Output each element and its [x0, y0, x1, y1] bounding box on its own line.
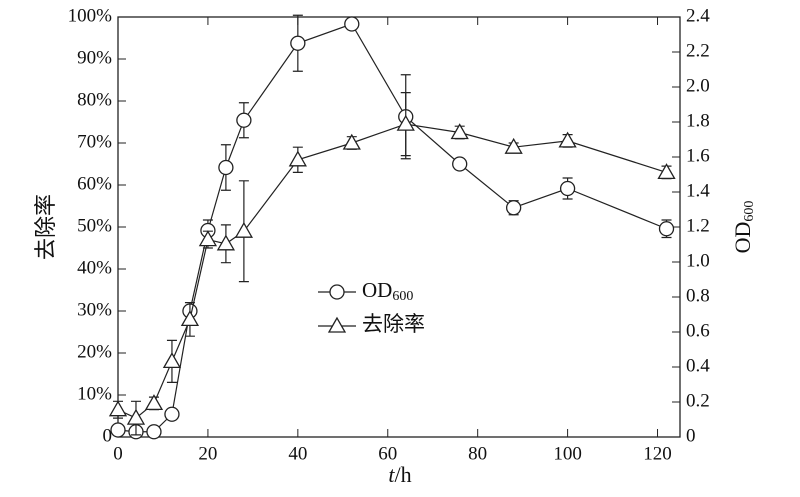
- y-axis-label: 去除率: [33, 194, 58, 260]
- data-point: [216, 234, 236, 251]
- data-point: [162, 352, 182, 369]
- data-point: [236, 112, 252, 128]
- legend-marker: [329, 284, 345, 300]
- x-tick-label: 20: [198, 443, 217, 464]
- y2-tick-label: 2.4: [686, 5, 710, 26]
- y2-tick-label: 1.4: [686, 180, 710, 201]
- x-tick-label: 40: [288, 443, 307, 464]
- legend-label: 去除率: [362, 312, 425, 336]
- series-line: [117, 123, 667, 419]
- y2-tick-label: 0.6: [686, 320, 710, 341]
- data-point: [144, 394, 164, 411]
- data-point: [108, 400, 128, 417]
- data-point: [110, 422, 126, 438]
- data-point: [146, 424, 162, 440]
- y-tick-label: 100%: [68, 5, 113, 26]
- data-point: [559, 180, 576, 197]
- y2-tick-label: 0.4: [686, 355, 710, 376]
- series-line: [117, 23, 667, 433]
- y-tick-label: 0: [103, 425, 113, 446]
- data-point: [558, 131, 577, 148]
- data-point: [450, 123, 469, 140]
- data-point: [288, 150, 307, 167]
- x-tick-label: 80: [468, 443, 487, 464]
- data-point: [198, 230, 218, 247]
- y2-tick-label: 2.2: [686, 40, 710, 61]
- data-point: [452, 156, 468, 172]
- data-point: [164, 406, 180, 422]
- y2-tick-label: 1.2: [686, 215, 710, 236]
- y-tick-label: 40%: [77, 257, 112, 278]
- y2-axis-label: OD600: [730, 201, 757, 254]
- data-point: [342, 133, 361, 150]
- data-point: [344, 16, 360, 32]
- y2-tick-label: 0.2: [686, 390, 710, 411]
- data-point: [658, 221, 675, 237]
- y-tick-label: 70%: [77, 131, 112, 152]
- y-tick-label: 60%: [77, 173, 112, 194]
- y-tick-label: 90%: [77, 47, 112, 68]
- y2-tick-label: 2.0: [686, 75, 710, 96]
- data-point: [218, 159, 234, 176]
- y2-tick-label: 1.0: [686, 250, 710, 271]
- data-point: [505, 200, 522, 216]
- data-point: [180, 310, 200, 327]
- y-tick-label: 20%: [77, 341, 112, 362]
- y-tick-label: 80%: [77, 89, 112, 110]
- y-tick-label: 50%: [77, 215, 112, 236]
- x-tick-label: 60: [378, 443, 397, 464]
- x-axis-label: t/h: [388, 462, 411, 487]
- y2-tick-label: 0.8: [686, 285, 710, 306]
- y2-tick-label: 1.8: [686, 110, 710, 131]
- data-point: [234, 221, 254, 238]
- y-tick-label: 10%: [77, 383, 112, 404]
- data-point: [126, 408, 146, 425]
- x-tick-label: 100: [553, 443, 582, 464]
- data-point: [290, 35, 306, 51]
- data-point: [504, 137, 523, 154]
- legend-label: OD600: [362, 278, 413, 304]
- data-point: [396, 114, 415, 131]
- x-tick-label: 120: [643, 443, 672, 464]
- data-point: [657, 163, 676, 180]
- y2-tick-label: 1.6: [686, 145, 710, 166]
- y-tick-label: 30%: [77, 299, 112, 320]
- x-tick-label: 0: [113, 443, 123, 464]
- y2-tick-label: 0: [686, 425, 696, 446]
- legend-marker: [327, 316, 347, 333]
